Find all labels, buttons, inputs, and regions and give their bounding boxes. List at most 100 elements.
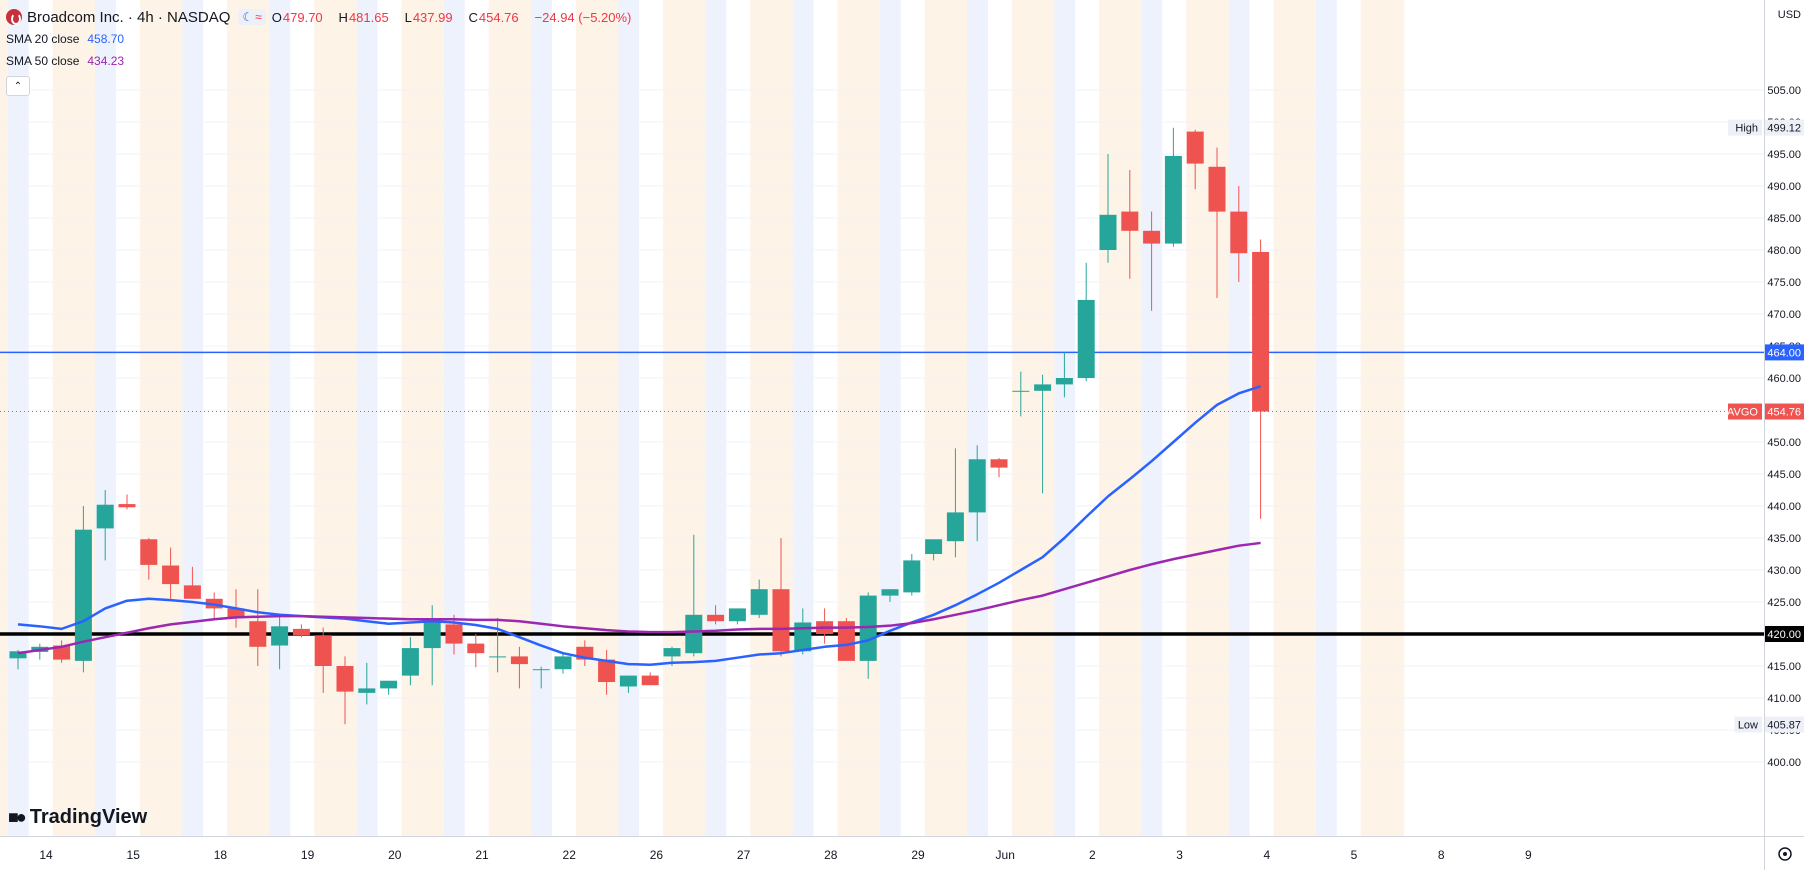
symbol-row[interactable]: Broadcom Inc. · 4h · NASDAQ ☾ ≈ O479.70 H… — [6, 6, 637, 28]
candlestick-chart[interactable]: High AVGO Low — [0, 0, 1764, 836]
time-tick-label: 14 — [39, 848, 53, 862]
price-tick-label: 480.00 — [1767, 245, 1801, 257]
candle[interactable] — [772, 538, 790, 657]
premarket-band — [792, 0, 814, 836]
sma50-line[interactable] — [17, 541, 1261, 655]
candle[interactable] — [1034, 374, 1052, 494]
candle[interactable] — [96, 490, 114, 561]
candle[interactable] — [401, 637, 419, 686]
price-tick-label: 440.00 — [1767, 501, 1801, 513]
candle[interactable] — [510, 646, 528, 689]
candle[interactable] — [1012, 371, 1030, 417]
high-label-bg — [1728, 119, 1762, 136]
symbol-price-label-bg — [1728, 403, 1762, 420]
candle[interactable] — [1143, 211, 1161, 311]
candle[interactable] — [641, 672, 659, 686]
candle[interactable] — [903, 554, 921, 596]
candle[interactable] — [816, 608, 834, 644]
candle[interactable] — [946, 448, 964, 558]
candle[interactable] — [968, 445, 986, 542]
candle[interactable] — [728, 608, 746, 625]
candle[interactable] — [118, 494, 136, 510]
candle-body — [1164, 155, 1182, 244]
candle[interactable] — [532, 666, 550, 689]
candle[interactable] — [1099, 154, 1117, 263]
candle-body — [1208, 166, 1226, 212]
candle-body — [881, 589, 899, 596]
candle-body — [750, 589, 768, 615]
candle[interactable] — [271, 616, 289, 670]
candle[interactable] — [794, 608, 812, 655]
last-price-tag: 454.76 — [1767, 407, 1801, 419]
candle[interactable] — [336, 656, 354, 725]
candle[interactable] — [1164, 127, 1182, 247]
candle[interactable] — [162, 547, 180, 599]
candle[interactable] — [249, 589, 267, 666]
sma50-row[interactable]: SMA 50 close 434.23 — [6, 50, 637, 72]
candle[interactable] — [750, 579, 768, 618]
candle-body — [358, 688, 376, 693]
candle[interactable] — [685, 534, 703, 657]
postmarket-band — [1186, 0, 1230, 836]
sma20-line[interactable] — [17, 385, 1261, 666]
candle[interactable] — [1208, 147, 1226, 298]
high-value: 481.65 — [348, 10, 389, 25]
candle[interactable] — [183, 566, 201, 599]
candle[interactable] — [598, 650, 616, 695]
candle[interactable] — [314, 627, 332, 693]
tradingview-logo[interactable]: ■● TradingView — [8, 806, 147, 829]
chart-plot-area[interactable]: High AVGO Low Broadcom Inc. · 4h · NASDAQ … — [0, 0, 1764, 836]
candle-body — [162, 565, 180, 585]
collapse-legend-button[interactable]: ⌃ — [6, 76, 30, 96]
sma20-row[interactable]: SMA 20 close 458.70 — [6, 28, 637, 50]
chart-legend: Broadcom Inc. · 4h · NASDAQ ☾ ≈ O479.70 H… — [6, 6, 637, 96]
price-tick-label: 505.00 — [1767, 85, 1801, 97]
candle[interactable] — [74, 506, 92, 673]
candle[interactable] — [1077, 262, 1095, 382]
broadcom-logo-icon — [6, 9, 22, 25]
currency-label[interactable]: USD — [1778, 9, 1801, 21]
candle[interactable] — [837, 618, 855, 661]
session-badge[interactable]: ☾ ≈ — [238, 9, 266, 25]
high-label: High — [1735, 123, 1758, 135]
candle[interactable] — [358, 662, 376, 705]
premarket-band — [269, 0, 291, 836]
candle[interactable] — [380, 680, 398, 695]
candle[interactable] — [489, 618, 507, 673]
candle[interactable] — [1055, 352, 1073, 398]
time-axis[interactable]: 14 15 18 19 20 21 22 26 27 28 29 Jun 2 3 4 5 8 9 — [0, 836, 1764, 870]
candle[interactable] — [619, 675, 637, 693]
price-axis[interactable]: 505.00500.00495.00490.00485.00480.00475.… — [1764, 0, 1804, 836]
candle[interactable] — [467, 634, 485, 668]
candle[interactable] — [990, 458, 1008, 478]
candle[interactable] — [881, 589, 899, 602]
candle-body — [641, 675, 659, 686]
candle-body — [1055, 378, 1073, 385]
candle-body — [314, 635, 332, 666]
gear-icon[interactable] — [1778, 847, 1792, 861]
candle-body — [859, 595, 877, 661]
high-price-tag-bg — [1765, 119, 1804, 136]
candle[interactable] — [859, 592, 877, 679]
candle-body — [925, 539, 943, 554]
axis-settings-corner[interactable] — [1764, 836, 1804, 870]
candle-body — [1186, 131, 1204, 164]
postmarket-band — [401, 0, 446, 836]
price-tick-label: 430.00 — [1767, 565, 1801, 577]
premarket-band — [531, 0, 552, 836]
postmarket-band — [1099, 0, 1143, 836]
candle[interactable] — [1186, 129, 1204, 190]
candle[interactable] — [292, 624, 310, 638]
candle[interactable] — [1252, 239, 1270, 519]
candle[interactable] — [1230, 186, 1248, 282]
candle[interactable] — [1121, 170, 1139, 279]
candle-body — [510, 656, 528, 665]
candle-body — [74, 529, 92, 661]
candle[interactable] — [554, 653, 572, 674]
candle[interactable] — [53, 640, 71, 663]
candle[interactable] — [925, 539, 943, 561]
candle[interactable] — [140, 538, 158, 580]
time-tick-label: Jun — [996, 848, 1015, 862]
symbol-title[interactable]: Broadcom Inc. · 4h · NASDAQ — [27, 8, 231, 26]
candle[interactable] — [707, 605, 725, 625]
